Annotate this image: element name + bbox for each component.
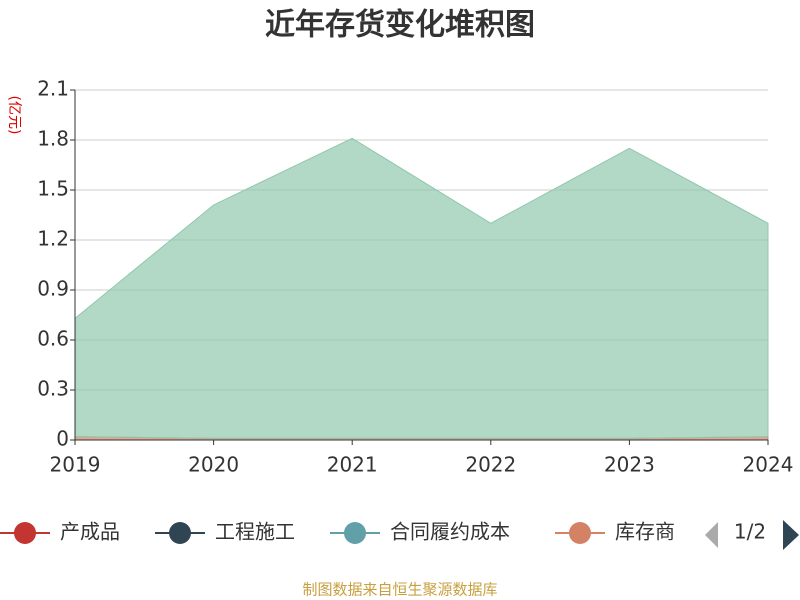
legend-label: 工程施工 [215, 520, 295, 544]
y-tick-label: 0.6 [37, 327, 69, 351]
legend-next[interactable] [783, 520, 799, 550]
legend-marker [344, 522, 366, 544]
x-tick-label: 2019 [50, 453, 101, 477]
legend: 产成品 工程施工 合同履约成本 库存商 [0, 520, 675, 544]
x-tick-label: 2023 [604, 453, 655, 477]
y-tick-label: 2.1 [37, 77, 69, 101]
y-tick-label: 0.3 [37, 377, 69, 401]
chart-title: 近年存货变化堆积图 [265, 8, 535, 43]
source-note: 制图数据来自恒生聚源数据库 [302, 581, 497, 599]
legend-marker [569, 522, 591, 544]
legend-label: 库存商 [615, 520, 675, 544]
y-tick-label: 1.5 [37, 177, 69, 201]
area [74, 137, 769, 439]
legend-marker [169, 522, 191, 544]
y-tick-label: 1.8 [37, 127, 69, 151]
y-tick-label: 1.2 [37, 227, 69, 251]
x-tick-label: 2022 [465, 453, 516, 477]
y-tick-label: 0.9 [37, 277, 69, 301]
y-tick-label: 0 [56, 427, 69, 451]
legend-marker [14, 522, 36, 544]
y-axis-unit: (亿元) [6, 96, 22, 135]
legend-prev[interactable] [705, 522, 718, 548]
x-tick-label: 2021 [327, 453, 378, 477]
x-tick-label: 2020 [188, 453, 239, 477]
x-tick-label: 2024 [743, 453, 794, 477]
legend-label: 合同履约成本 [390, 520, 510, 544]
legend-page: 1/2 [734, 520, 766, 544]
legend-label: 产成品 [60, 520, 120, 544]
